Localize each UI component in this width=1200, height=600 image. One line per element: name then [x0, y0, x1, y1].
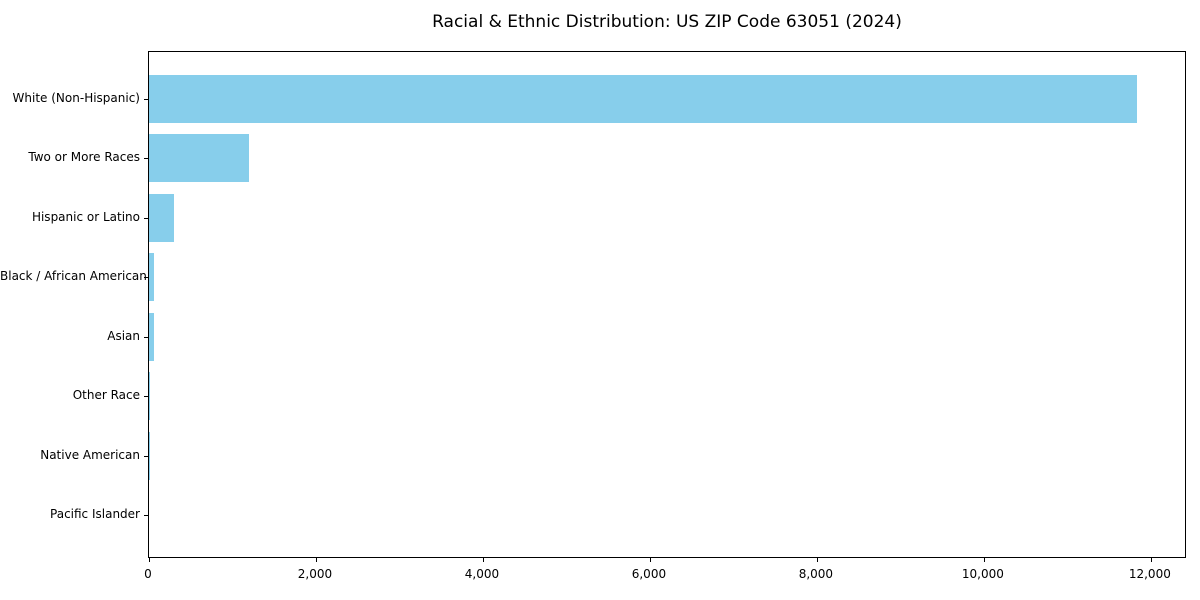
x-axis-tick: [816, 558, 818, 562]
bar: [149, 134, 250, 183]
x-axis-tick: [149, 558, 150, 562]
x-axis-tick-label: 8,000: [798, 567, 834, 581]
plot-area: [144, 51, 1186, 562]
bar: [149, 193, 175, 242]
y-axis-label: Native American: [40, 447, 140, 462]
x-axis-tick: [983, 558, 985, 562]
y-axis-tick: [144, 396, 148, 398]
x-axis-tick-label: 12,000: [1128, 567, 1171, 581]
y-axis-label: Hispanic or Latino: [31, 209, 140, 224]
bar: [149, 253, 155, 302]
chart-title: Racial & Ethnic Distribution: US ZIP Cod…: [432, 12, 902, 32]
y-axis-tick: [144, 515, 148, 517]
bar: [149, 75, 1138, 123]
x-axis-tick: [1150, 558, 1152, 562]
y-axis-label: White (Non-Hispanic): [12, 91, 140, 105]
y-axis-label: Other Race: [72, 388, 140, 403]
x-axis-tick: [649, 558, 651, 562]
bar: [149, 312, 154, 361]
y-axis-tick: [144, 455, 148, 457]
y-axis-tick: [144, 99, 148, 100]
y-axis-tick: [144, 158, 148, 160]
x-axis-tick: [482, 558, 484, 562]
bar: [149, 372, 151, 421]
x-axis-tick: [315, 558, 317, 562]
y-axis-label: Black / African American: [0, 269, 147, 284]
y-axis-tick: [144, 277, 148, 279]
y-axis-label: Asian: [107, 328, 140, 343]
y-axis-label: Two or More Races: [28, 150, 140, 165]
x-axis-tick-label: 4,000: [464, 567, 500, 581]
y-axis-tick: [144, 336, 148, 338]
x-axis-tick-label: 0: [144, 567, 152, 581]
x-axis-tick-label: 6,000: [631, 567, 667, 581]
y-axis-tick: [144, 217, 148, 219]
y-axis-label: Pacific Islander: [50, 507, 140, 522]
x-axis-tick-label: 10,000: [961, 567, 1004, 581]
x-axis-tick-label: 2,000: [297, 567, 333, 581]
